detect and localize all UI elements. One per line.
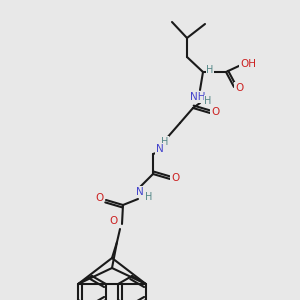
Text: N: N [156, 144, 164, 154]
Text: H: H [161, 137, 169, 147]
Text: NH: NH [190, 92, 206, 102]
Text: OH: OH [240, 59, 256, 69]
Text: H: H [206, 65, 214, 75]
Text: O: O [171, 173, 179, 183]
Text: O: O [211, 107, 219, 117]
Text: H: H [204, 96, 212, 106]
Text: H: H [145, 192, 153, 202]
Text: N: N [136, 187, 144, 197]
Text: O: O [235, 83, 243, 93]
Text: O: O [95, 193, 103, 203]
Text: O: O [109, 216, 117, 226]
